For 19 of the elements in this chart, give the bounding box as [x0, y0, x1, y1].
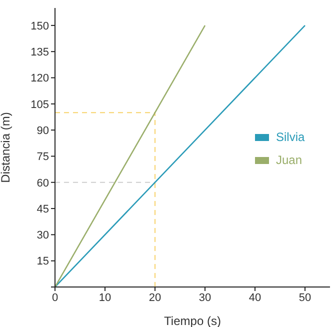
legend-label: Silvia: [276, 130, 305, 144]
y-tick-label: 75: [36, 151, 49, 164]
x-tick-label: 20: [148, 292, 162, 304]
y-tick-label: 150: [30, 20, 49, 32]
x-tick-label: 50: [298, 292, 312, 304]
y-tick-label: 90: [36, 124, 49, 137]
x-tick-label: 10: [98, 292, 112, 304]
y-tick-label: 135: [30, 46, 49, 58]
x-tick-label: 40: [248, 292, 262, 304]
y-tick-label: 60: [36, 177, 49, 190]
y-tick-label: 30: [36, 230, 49, 242]
y-tick-label: 120: [30, 72, 49, 85]
x-tick-label: 0: [52, 292, 58, 304]
x-tick-label: 30: [198, 292, 212, 304]
y-tick-label: 45: [36, 203, 49, 216]
y-tick-label: 15: [36, 256, 49, 268]
legend-label: Juan: [276, 153, 302, 167]
y-axis-title: Distancia (m): [0, 112, 12, 183]
y-tick-label: 105: [30, 98, 49, 111]
